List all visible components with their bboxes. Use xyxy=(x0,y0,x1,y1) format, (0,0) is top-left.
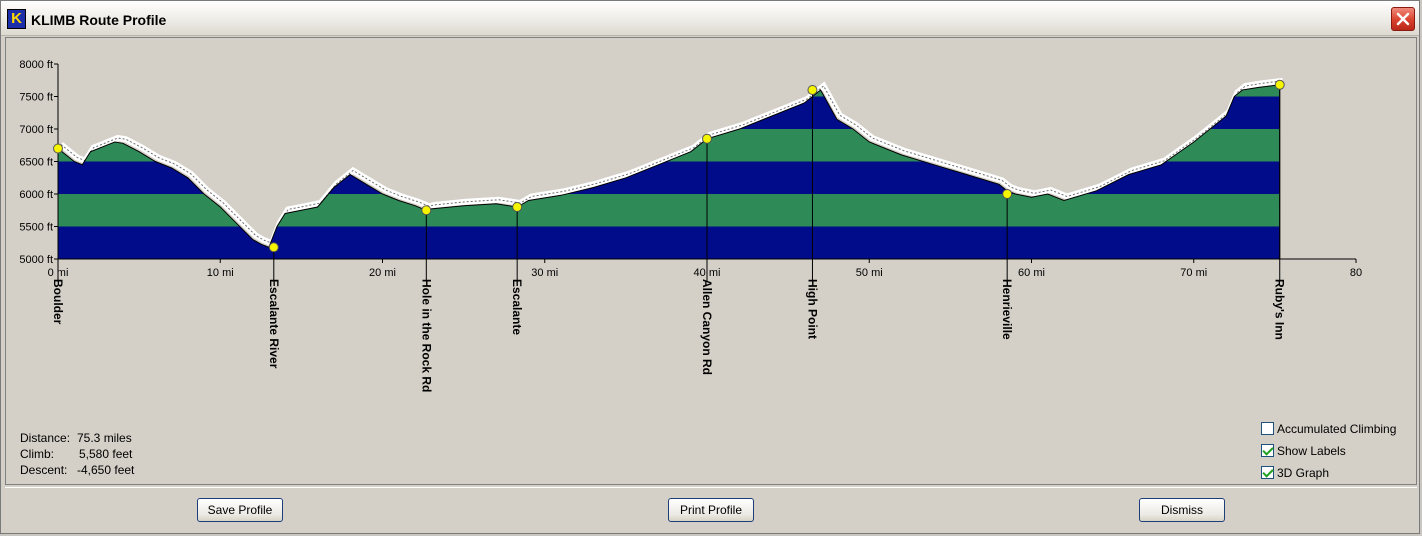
descent-label: Descent: xyxy=(20,463,68,477)
waypoint-marker xyxy=(268,242,279,253)
elevation-bands xyxy=(58,84,1280,259)
y-tick-label: 7500 ft xyxy=(19,92,53,104)
distance-value: 75.3 miles xyxy=(77,431,132,445)
waypoint-label: Henrieville xyxy=(1000,279,1014,340)
elevation-band xyxy=(58,96,1280,129)
save-profile-button[interactable]: Save Profile xyxy=(197,498,283,522)
waypoint-marker xyxy=(53,143,63,154)
y-tick-label: 8000 ft xyxy=(19,59,53,71)
waypoint-label: Boulder xyxy=(51,279,65,325)
profile-3d-edge xyxy=(60,80,1283,244)
waypoint-label: Hole in the Rock Rd xyxy=(419,279,433,392)
accumulated-climbing-label[interactable]: Accumulated Climbing xyxy=(1277,422,1397,436)
waypoint-marker xyxy=(1002,189,1013,199)
elevation-band xyxy=(58,84,1280,97)
x-tick-label: 60 mi xyxy=(1018,267,1045,279)
y-tick-label: 6500 ft xyxy=(19,157,53,169)
title-bar[interactable]: K KLIMB Route Profile xyxy=(1,1,1419,36)
x-tick-label: 30 mi xyxy=(531,267,558,279)
y-tick-label: 5500 ft xyxy=(19,222,53,234)
profile-panel: 5000 ft 5500 ft 6000 ft 6500 ft 7000 ft 7500 … xyxy=(5,37,1417,485)
waypoint-marker xyxy=(702,133,712,144)
close-icon xyxy=(1396,12,1410,26)
waypoint-label: Ruby's Inn xyxy=(1273,279,1287,340)
waypoint-label: Allen Canyon Rd xyxy=(700,279,714,375)
x-tick-label: 20 mi xyxy=(369,267,396,279)
button-bar: Save Profile Print Profile Dismiss xyxy=(5,487,1417,532)
x-tick-label: 80 xyxy=(1350,267,1362,279)
show-labels-label[interactable]: Show Labels xyxy=(1277,444,1346,458)
descent-value: -4,650 feet xyxy=(77,463,135,477)
waypoint-label: High Point xyxy=(805,279,819,339)
distance-label: Distance: xyxy=(20,431,71,445)
x-tick-label: 70 mi xyxy=(1180,267,1207,279)
3d-graph-label[interactable]: 3D Graph xyxy=(1277,466,1330,480)
y-tick-label: 5000 ft xyxy=(19,254,53,266)
y-tick-label: 6000 ft xyxy=(19,189,53,201)
klimb-app-icon: K xyxy=(7,9,26,29)
close-button[interactable] xyxy=(1391,7,1415,31)
waypoint-label: Escalante River xyxy=(267,279,281,369)
waypoint-marker xyxy=(807,85,818,95)
waypoint-marker xyxy=(421,205,432,216)
profile-outline xyxy=(57,84,1281,260)
waypoint-marker xyxy=(1274,79,1285,90)
climb-row: Climb: 5,580 feet xyxy=(20,446,134,462)
elevation-band xyxy=(58,226,1280,259)
window-title: KLIMB Route Profile xyxy=(31,12,167,28)
climb-value: 5,580 feet xyxy=(79,447,133,461)
route-stats: Distance: 75.3 miles Climb: 5,580 feet Des… xyxy=(20,430,134,478)
show-labels-checkbox[interactable] xyxy=(1261,444,1274,457)
accumulated-climbing-checkbox[interactable] xyxy=(1261,422,1274,435)
elevation-profile-chart: 5000 ft 5500 ft 6000 ft 6500 ft 7000 ft 7500 … xyxy=(19,59,1362,392)
3d-graph-checkbox[interactable] xyxy=(1261,466,1274,479)
x-tick-label: 10 mi xyxy=(207,267,234,279)
waypoint-marker xyxy=(512,202,523,212)
print-profile-button[interactable]: Print Profile xyxy=(668,498,754,522)
waypoint-label: Escalante xyxy=(510,279,524,335)
climb-label: Climb: xyxy=(20,447,55,461)
distance-row: Distance: 75.3 miles xyxy=(20,430,134,446)
dismiss-button[interactable]: Dismiss xyxy=(1139,498,1225,522)
descent-row: Descent: -4,650 feet xyxy=(20,462,134,478)
y-tick-label: 7000 ft xyxy=(19,124,53,136)
x-tick-label: 50 mi xyxy=(856,267,883,279)
